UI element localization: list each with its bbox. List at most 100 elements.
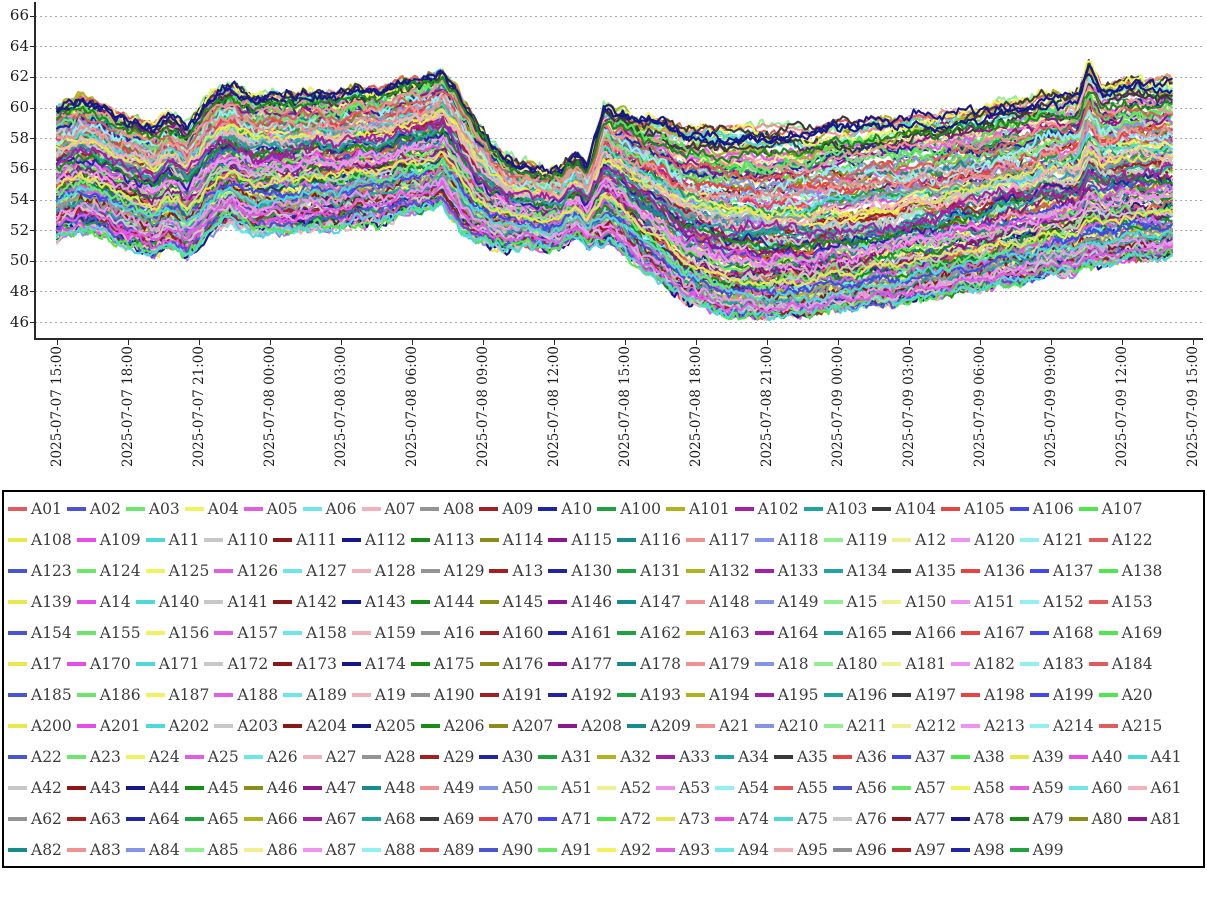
legend-swatch [1078,506,1098,511]
legend-item: A182 [951,648,1015,679]
legend-label: A134 [846,561,888,580]
legend-swatch [184,816,204,821]
legend-swatch [823,568,843,573]
legend-swatch [489,568,509,573]
legend-label: A214 [1052,716,1094,735]
legend-label: A153 [1111,592,1153,611]
legend-label: A195 [777,685,819,704]
legend-item: A176 [479,648,544,679]
legend-swatch [1020,661,1039,666]
legend-label: A126 [237,561,279,580]
legend-item: A06 [302,493,357,524]
legend-swatch [1088,537,1108,542]
legend-swatch [617,630,637,635]
x-tick-label: 2025-07-08 00:00 [262,346,278,468]
legend-swatch [715,816,735,821]
legend-item: A188 [214,679,278,710]
legend-swatch [597,816,617,821]
legend-label: A180 [836,654,878,673]
legend-label: A182 [974,654,1015,673]
legend-item: A04 [184,493,239,524]
legend-label: A209 [650,716,691,735]
legend-item: A20 [1098,679,1153,710]
legend-swatch [813,661,833,666]
legend-item: A92 [597,834,651,865]
legend-item: A150 [882,586,946,617]
legend-item: A82 [8,834,62,865]
legend-label: A141 [227,592,269,611]
legend-item: A146 [548,586,612,617]
legend-swatch [1029,692,1049,697]
legend-swatch [66,754,86,759]
legend-label: A81 [1150,809,1182,828]
legend-label: A170 [89,654,131,673]
legend-label: A18 [777,654,809,673]
legend-label: A62 [31,809,62,828]
legend-label: A176 [502,654,544,673]
legend-label: A50 [502,778,534,797]
legend-swatch [410,599,430,604]
legend-swatch [597,506,617,511]
legend-item: A81 [1127,803,1182,834]
legend-item: A45 [184,772,239,803]
legend-swatch [950,785,970,790]
legend-item: A08 [420,493,474,524]
legend-label: A83 [89,840,121,859]
legend-swatch [204,661,224,666]
legend-item: A38 [950,741,1005,772]
legend-label: A37 [914,747,946,766]
legend-swatch [754,692,774,697]
legend-label: A53 [679,778,711,797]
legend-swatch [420,568,440,573]
legend-label: A88 [384,840,416,859]
legend-label: A109 [99,530,141,549]
legend-item: A119 [823,524,887,555]
legend-label: A173 [296,654,338,673]
legend-swatch [548,568,568,573]
legend-swatch [891,785,911,790]
legend-label: A160 [502,623,544,642]
legend-swatch [892,537,912,542]
legend-item: A70 [479,803,533,834]
legend-swatch [135,661,155,666]
legend-label: A23 [89,747,121,766]
legend-item: A21 [695,710,750,741]
legend-label: A44 [148,778,180,797]
legend-swatch [8,816,27,821]
legend-label: A71 [561,809,593,828]
legend-swatch [8,847,27,852]
legend-label: A94 [738,840,769,859]
legend-item: A64 [125,803,180,834]
legend-swatch [597,754,617,759]
legend-label: A39 [1032,747,1064,766]
legend-label: A110 [227,530,269,549]
legend-item: A166 [892,617,956,648]
x-tick-label: 2025-07-08 21:00 [759,346,775,468]
legend-swatch [283,692,303,697]
legend-label: A215 [1121,716,1163,735]
legend-item: A179 [685,648,750,679]
legend-label: A99 [1032,840,1064,859]
legend-swatch [1068,754,1088,759]
legend-swatch [1098,630,1118,635]
legend-item: A196 [823,679,887,710]
legend-swatch [214,568,234,573]
legend-item: A203 [214,710,278,741]
legend-item: A111 [273,524,337,555]
legend-label: A43 [89,778,121,797]
legend-swatch [145,568,165,573]
legend-item: A66 [243,803,298,834]
legend-label: A165 [846,623,888,642]
legend-label: A142 [296,592,338,611]
legend-item: A121 [1020,524,1084,555]
x-tick-label: 2025-07-09 00:00 [830,346,846,468]
legend-swatch [617,661,637,666]
legend-item: A40 [1068,741,1123,772]
legend-swatch [125,506,145,511]
legend-swatch [145,723,165,728]
legend-swatch [76,568,96,573]
legend-item: A118 [754,524,819,555]
legend-item: A41 [1127,741,1181,772]
legend-item: A122 [1088,524,1153,555]
legend-swatch [961,723,981,728]
